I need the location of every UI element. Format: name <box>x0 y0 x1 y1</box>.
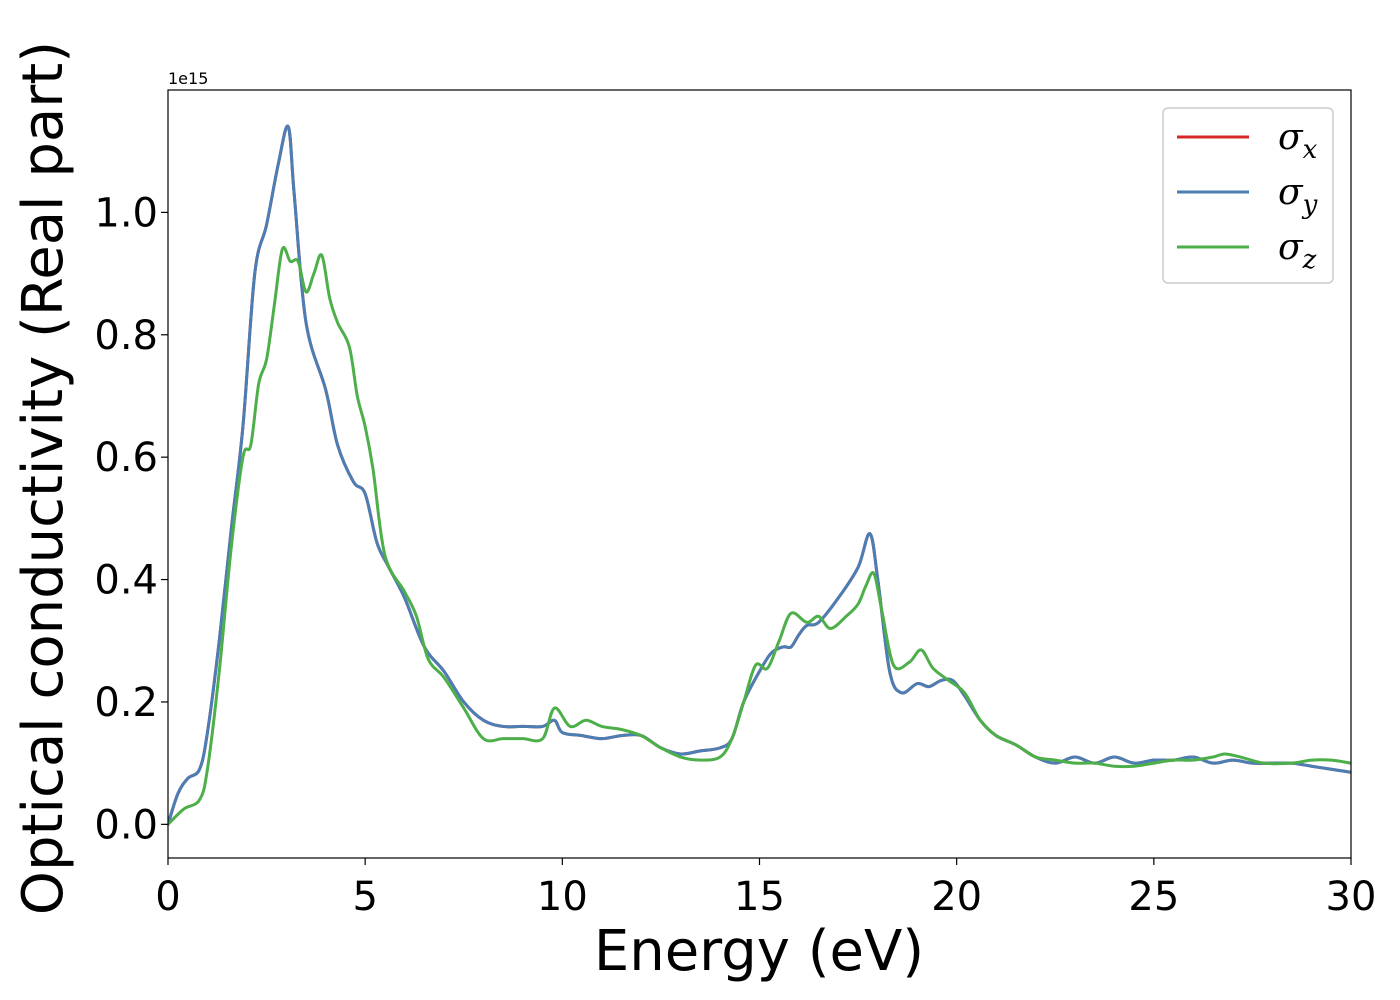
x-tick-label: 30 <box>1326 874 1377 920</box>
y-tick-label: 0.8 <box>94 313 158 359</box>
plot-area <box>168 90 1351 858</box>
legend-label-y: σy <box>1278 172 1318 220</box>
legend-label-z: σz <box>1278 227 1317 275</box>
x-tick-label: 5 <box>352 874 377 920</box>
legend-frame <box>1162 107 1334 284</box>
y-tick-label: 0.4 <box>94 558 158 604</box>
x-tick-label: 15 <box>734 874 785 920</box>
x-tick-label: 0 <box>155 874 180 920</box>
legend-label-x: σx <box>1278 117 1318 165</box>
y-tick-label: 0.2 <box>94 680 158 726</box>
series-group <box>168 124 1351 826</box>
y-axis-ticks: 0.0 0.2 0.4 0.6 0.8 1.0 <box>94 190 168 848</box>
y-tick-label: 0.0 <box>94 802 158 848</box>
series-line-z <box>168 246 1351 826</box>
y-tick-label: 1.0 <box>94 190 158 236</box>
y-tick-label: 0.6 <box>94 435 158 481</box>
legend: σx σy σz <box>1162 107 1334 284</box>
x-axis-label: Energy (eV) <box>594 919 924 984</box>
x-axis-ticks: 0 5 10 15 20 25 30 <box>155 858 1376 920</box>
x-tick-label: 10 <box>537 874 588 920</box>
x-tick-label: 20 <box>931 874 982 920</box>
x-tick-label: 25 <box>1128 874 1179 920</box>
y-axis-label: Optical conductivity (Real part) <box>11 41 76 915</box>
y-offset-label: 1e15 <box>168 69 208 88</box>
